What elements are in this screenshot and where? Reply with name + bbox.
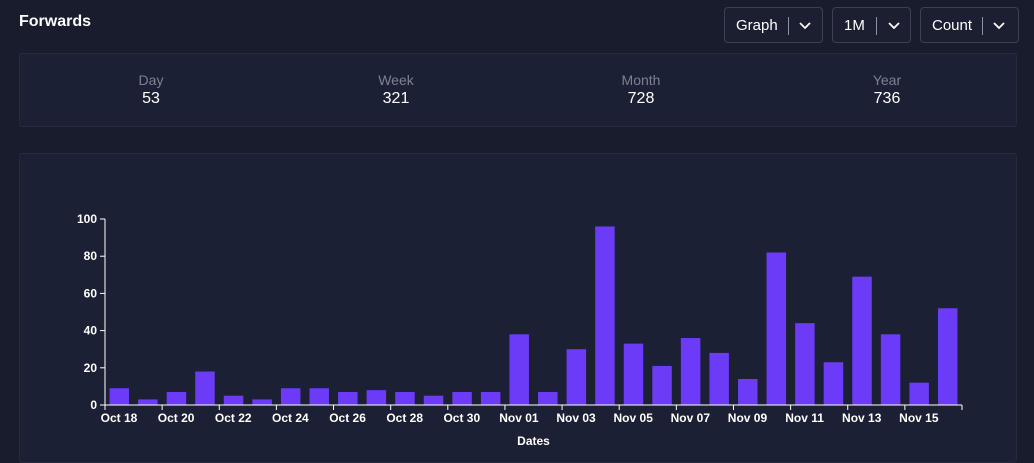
stat-value: 736 [873, 90, 901, 107]
chart-bar [366, 390, 387, 405]
chart-panel [19, 153, 1017, 463]
chart-bar [738, 378, 758, 405]
x-tick-label: Nov 07 [671, 411, 711, 425]
stat-day: Day 53 [81, 72, 221, 109]
stats-panel: Day 53 Week 321 Month 728 Year 736 [19, 53, 1017, 127]
chart-bar [195, 371, 215, 405]
chart-bar [280, 388, 301, 405]
dropdown-divider [982, 17, 983, 35]
chart-bar [223, 395, 244, 405]
chart-bar [709, 352, 729, 405]
chart-bar [509, 334, 529, 405]
y-tick-label: 100 [77, 212, 97, 226]
stat-month: Month 728 [571, 72, 711, 109]
x-tick-label: Oct 20 [158, 411, 195, 425]
dropdown-divider [788, 17, 789, 35]
stat-label: Day [138, 72, 164, 88]
chart-bar [166, 391, 187, 405]
x-tick-label: Oct 18 [101, 411, 138, 425]
chart-bar [937, 308, 958, 405]
chart-bar [452, 391, 472, 405]
x-tick-label: Nov 05 [614, 411, 654, 425]
chart-bar [880, 334, 901, 405]
x-tick-label: Nov 11 [785, 411, 824, 425]
range-dropdown-label: 1M [844, 16, 865, 34]
x-tick-label: Nov 13 [842, 411, 882, 425]
chart-bar [252, 399, 272, 405]
metric-dropdown-label: Count [932, 16, 973, 34]
chart-bar [623, 343, 644, 405]
x-tick-label: Nov 15 [899, 411, 939, 425]
y-tick-label: 80 [84, 249, 98, 263]
stat-label: Month [621, 72, 661, 88]
chart-bar [109, 388, 130, 405]
view-dropdown[interactable]: Graph [724, 7, 823, 43]
x-tick-label: Oct 30 [443, 411, 480, 425]
stat-week: Week 321 [326, 72, 466, 109]
chart-bar [595, 226, 615, 405]
y-tick-label: 40 [84, 324, 98, 338]
page-title: Forwards [19, 13, 92, 30]
x-tick-label: Nov 03 [556, 411, 596, 425]
stat-year: Year 736 [817, 72, 957, 109]
chart-bar [566, 349, 587, 405]
stat-value: 321 [382, 90, 410, 107]
x-axis-title: Dates [517, 434, 550, 448]
chart-bar [766, 252, 787, 405]
y-tick-label: 20 [84, 361, 98, 375]
stat-value: 728 [627, 90, 655, 107]
chart-bar [795, 323, 815, 405]
y-tick-label: 60 [84, 286, 98, 300]
chart-bar [338, 391, 358, 405]
chart-bar [852, 276, 872, 405]
stat-label: Year [872, 72, 902, 88]
view-dropdown-label: Graph [736, 16, 778, 34]
chevron-down-icon [799, 22, 811, 30]
stat-label: Week [378, 72, 414, 88]
chart-bar [680, 338, 701, 405]
x-tick-label: Nov 01 [499, 411, 539, 425]
chart-bar [309, 388, 329, 405]
chart-bar [652, 365, 672, 405]
chart-bar [823, 362, 844, 405]
forwards-bar-chart: 0 20 40 60 80 100 Oct 18 Oct 20 Oct 22 Oct 24 Oct … [77, 212, 963, 448]
chevron-down-icon [888, 22, 900, 30]
chart-bar [909, 382, 929, 405]
chart-bar [138, 399, 158, 405]
dropdown-divider [876, 17, 877, 35]
y-tick-label: 0 [90, 398, 97, 412]
stat-value: 53 [142, 90, 160, 107]
x-tick-label: Oct 26 [329, 411, 366, 425]
x-tick-label: Nov 09 [728, 411, 768, 425]
chart-bar [423, 395, 444, 405]
x-tick-label: Oct 24 [272, 411, 309, 425]
metric-dropdown[interactable]: Count [920, 7, 1019, 43]
chart-bar [395, 391, 415, 405]
chart-bar [538, 391, 558, 405]
range-dropdown[interactable]: 1M [832, 7, 911, 43]
chevron-down-icon [993, 22, 1005, 30]
x-tick-label: Oct 22 [215, 411, 252, 425]
x-tick-label: Oct 28 [386, 411, 423, 425]
chart-bar [480, 391, 501, 405]
